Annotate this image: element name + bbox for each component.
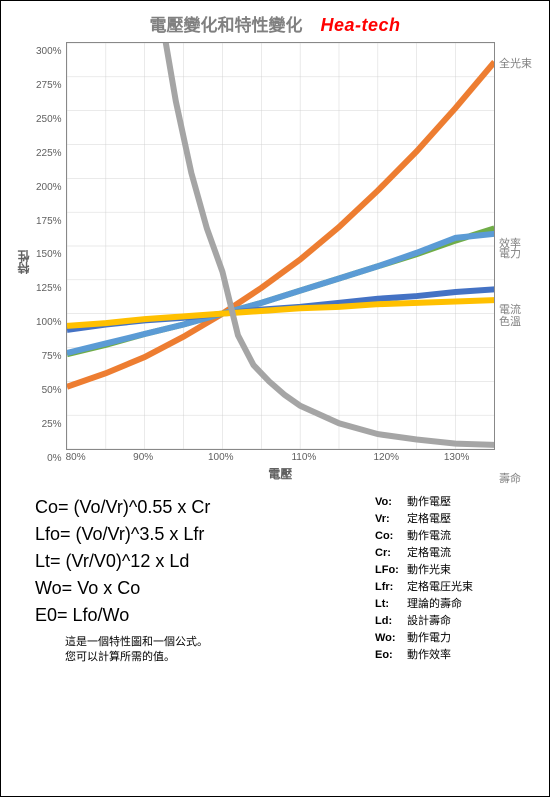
legend-row: Vo:動作電壓 [375,494,535,511]
series-lines [67,43,494,445]
y-tick: 200% [36,182,62,193]
legend-key: Lt: [375,596,407,613]
logo: Hea-tech [320,15,400,36]
x-axis-title: 電壓 [66,465,495,482]
legend-row: LFo:動作光束 [375,562,535,579]
chart: 特性 300% 275% 250% 225% 200% 175% 150% 125% 100% 7… [15,42,535,482]
y-tick: 100% [36,317,62,328]
formula: Co= (Vo/Vr)^0.55 x Cr [35,494,365,521]
y-tick: 25% [36,419,62,430]
page: 電壓變化和特性變化 Hea-tech 特性 300% 275% 250% 225% 20… [0,0,550,797]
x-tick: 90% [133,452,153,463]
legend-val: 動作電流 [407,528,451,545]
legend-row: Ld:設計壽命 [375,613,535,630]
series-labels: 全光束效率電力電流色溫壽命 [495,42,535,482]
legend-val: 動作光束 [407,562,451,579]
y-axis-title: 特性 [15,250,32,274]
legend-key: Wo: [375,630,407,647]
legend-defs: Vo:動作電壓Vr:定格電壓Co:動作電流Cr:定格電流LFo:動作光束Lfr:… [375,494,535,666]
x-tick: 120% [373,452,399,463]
legend-val: 定格電壓 [407,511,451,528]
legend-key: Vr: [375,511,407,528]
legend-val: 動作電壓 [407,494,451,511]
legend-key: LFo: [375,562,407,579]
legend-row: Lt:理論的壽命 [375,596,535,613]
y-tick: 250% [36,114,62,125]
legend-row: Cr:定格電流 [375,545,535,562]
legend-val: 定格電圧光束 [407,579,473,596]
formula-note: 這是一個特性圖和一個公式。 [65,635,365,650]
formulas: Co= (Vo/Vr)^0.55 x CrLfo= (Vo/Vr)^3.5 x … [15,494,365,666]
legend-val: 定格電流 [407,545,451,562]
legend-row: Vr:定格電壓 [375,511,535,528]
legend-row: Co:動作電流 [375,528,535,545]
y-tick: 50% [36,385,62,396]
x-tick: 80% [66,452,86,463]
legend-row: Wo:動作電力 [375,630,535,647]
legend-key: Eo: [375,647,407,664]
legend-val: 理論的壽命 [407,596,462,613]
series-label-full_beam: 全光束 [499,55,532,71]
formulas-row: Co= (Vo/Vr)^0.55 x CrLfo= (Vo/Vr)^3.5 x … [15,494,535,666]
series-label-life: 壽命 [499,470,521,486]
plot-column: 80% 90% 100% 110% 120% 130% 電壓 [66,42,495,482]
legend-key: Co: [375,528,407,545]
legend-row: Lfr:定格電圧光束 [375,579,535,596]
title-row: 電壓變化和特性變化 Hea-tech [15,11,535,36]
y-tick: 275% [36,80,62,91]
x-tick: 110% [291,452,316,463]
formula: Wo= Vo x Co [35,575,365,602]
formula: E0= Lfo/Wo [35,602,365,629]
y-tick: 125% [36,283,62,294]
plot-area [66,42,495,450]
legend-val: 設計壽命 [407,613,451,630]
plot-svg [67,43,494,449]
y-tick: 175% [36,216,62,227]
formula-note: 您可以計算所需的值。 [65,650,365,665]
y-ticks: 300% 275% 250% 225% 200% 175% 150% 125% 100% 75% 5… [36,42,66,482]
series-life [67,43,494,445]
chart-title: 電壓變化和特性變化 [149,11,302,36]
legend-val: 動作電力 [407,630,451,647]
y-tick: 0% [36,453,62,464]
y-tick: 300% [36,46,62,57]
legend-key: Cr: [375,545,407,562]
formula: Lt= (Vr/V0)^12 x Ld [35,548,365,575]
y-tick: 225% [36,148,62,159]
series-label-power: 電力 [499,245,521,261]
series-label-color_temp: 色溫 [499,313,521,329]
y-tick: 75% [36,351,62,362]
y-tick: 150% [36,249,62,260]
legend-val: 動作效率 [407,647,451,664]
x-tick: 100% [208,452,234,463]
legend-key: Vo: [375,494,407,511]
legend-key: Ld: [375,613,407,630]
legend-key: Lfr: [375,579,407,596]
formula: Lfo= (Vo/Vr)^3.5 x Lfr [35,521,365,548]
legend-row: Eo:動作效率 [375,647,535,664]
series-color_temp [67,300,494,326]
x-tick: 130% [444,452,470,463]
x-ticks: 80% 90% 100% 110% 120% 130% [66,450,495,463]
